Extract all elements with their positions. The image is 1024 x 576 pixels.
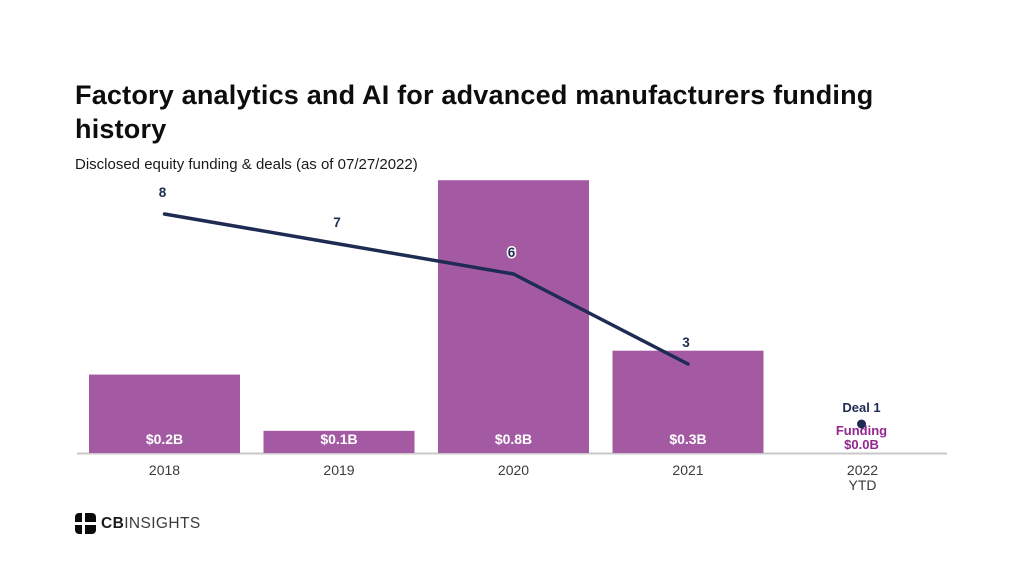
deal-count-label-2018: 8 xyxy=(159,185,167,200)
cbinsights-logo-icon xyxy=(75,513,96,534)
bar-value-label-2019: $0.1B xyxy=(320,431,357,447)
deal-count-label-2020: 6 xyxy=(508,245,516,260)
ytd-funding-annotation-line1: Funding xyxy=(836,423,887,438)
deal-count-label-2021: 3 xyxy=(682,335,690,350)
x-tick-2020: 2020 xyxy=(498,462,529,478)
bar-value-label-2018: $0.2B xyxy=(146,431,183,447)
logo-cb: CB xyxy=(101,514,125,532)
bar-value-label-2021: $0.3B xyxy=(669,431,706,447)
ytd-deal-dot xyxy=(857,419,866,429)
bar-2018 xyxy=(89,374,240,453)
chart-title: Factory analytics and AI for advanced ma… xyxy=(75,80,874,145)
bar-2019 xyxy=(263,430,415,453)
deal-count-label-2019: 7 xyxy=(333,215,341,230)
bar-value-label-2020: $0.8B xyxy=(495,431,532,447)
logo-insights: INSIGHTS xyxy=(124,514,201,532)
x-tick-2021: 2021 xyxy=(672,462,703,478)
x-tick-2022: 2022 YTD xyxy=(847,462,878,493)
brand-footer: CBINSIGHTS xyxy=(75,513,201,534)
x-tick-2019: 2019 xyxy=(323,462,354,478)
bar-2020 xyxy=(438,180,589,453)
deals-line xyxy=(162,212,690,366)
x-tick-2018: 2018 xyxy=(149,462,180,478)
ytd-deal-annotation: Deal 1 xyxy=(842,400,880,415)
ytd-funding-annotation-line2: $0.0B xyxy=(844,437,879,452)
chart-subtitle: Disclosed equity funding & deals (as of … xyxy=(75,156,418,174)
cbinsights-logo-text: CBINSIGHTS xyxy=(101,515,201,533)
chart-header: Factory analytics and AI for advanced ma… xyxy=(75,78,965,174)
bar-2021 xyxy=(612,350,764,453)
